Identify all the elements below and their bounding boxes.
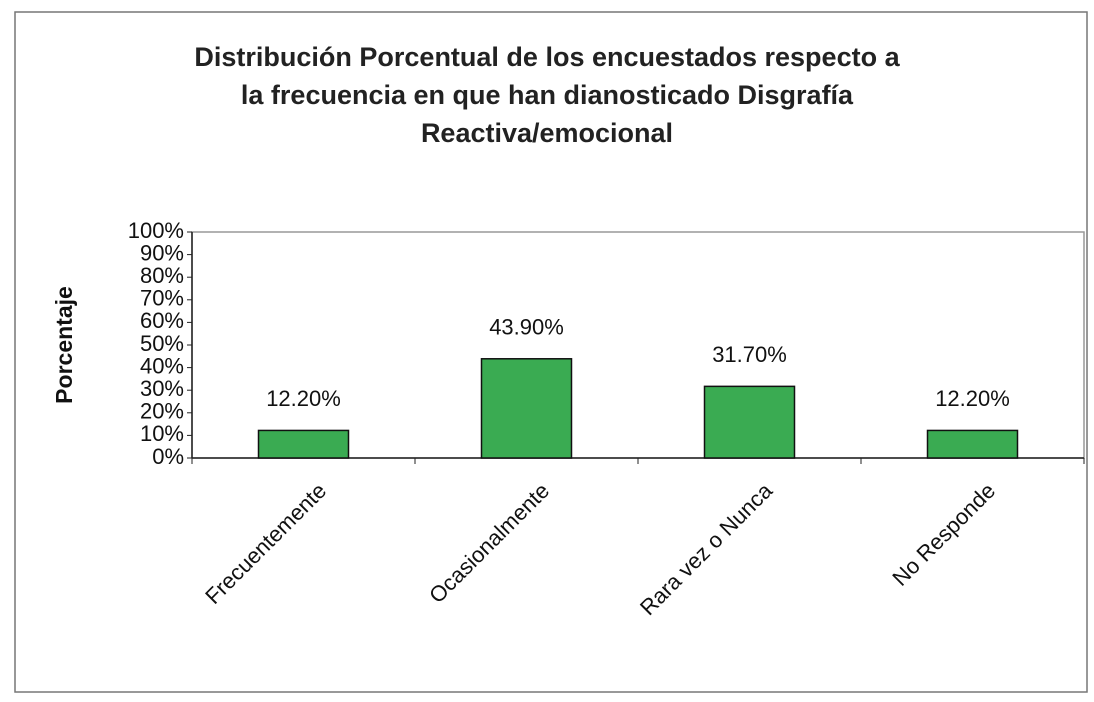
x-tick-label: Frecuentemente xyxy=(200,478,331,609)
bar xyxy=(257,429,350,459)
bar xyxy=(926,429,1019,459)
y-tick-label: 80% xyxy=(140,263,184,288)
y-tick-label: 30% xyxy=(140,376,184,401)
value-label: 12.20% xyxy=(266,386,341,411)
chart-title: Distribución Porcentual de los encuestad… xyxy=(194,42,900,148)
y-tick-label: 100% xyxy=(128,218,184,243)
x-tick-label: Rara vez o Nunca xyxy=(635,477,778,620)
chart-frame xyxy=(14,11,1088,693)
y-tick-label: 60% xyxy=(140,308,184,333)
bar xyxy=(703,385,796,459)
plot-frame xyxy=(191,231,1085,459)
value-label: 12.20% xyxy=(935,386,1010,411)
y-axis-label: Porcentaje xyxy=(51,286,77,404)
y-tick-label: 90% xyxy=(140,240,184,265)
y-tick-label: 40% xyxy=(140,353,184,378)
value-label: 31.70% xyxy=(712,342,787,367)
y-tick-label: 10% xyxy=(140,421,184,446)
x-tick-label: Ocasionalmente xyxy=(424,478,554,608)
x-tick-label: No Responde xyxy=(887,478,1000,591)
value-label: 43.90% xyxy=(489,315,564,340)
y-tick-label: 20% xyxy=(140,399,184,424)
y-tick-label: 0% xyxy=(152,444,184,469)
y-tick-label: 70% xyxy=(140,286,184,311)
y-tick-label: 50% xyxy=(140,331,184,356)
bar xyxy=(480,358,573,459)
